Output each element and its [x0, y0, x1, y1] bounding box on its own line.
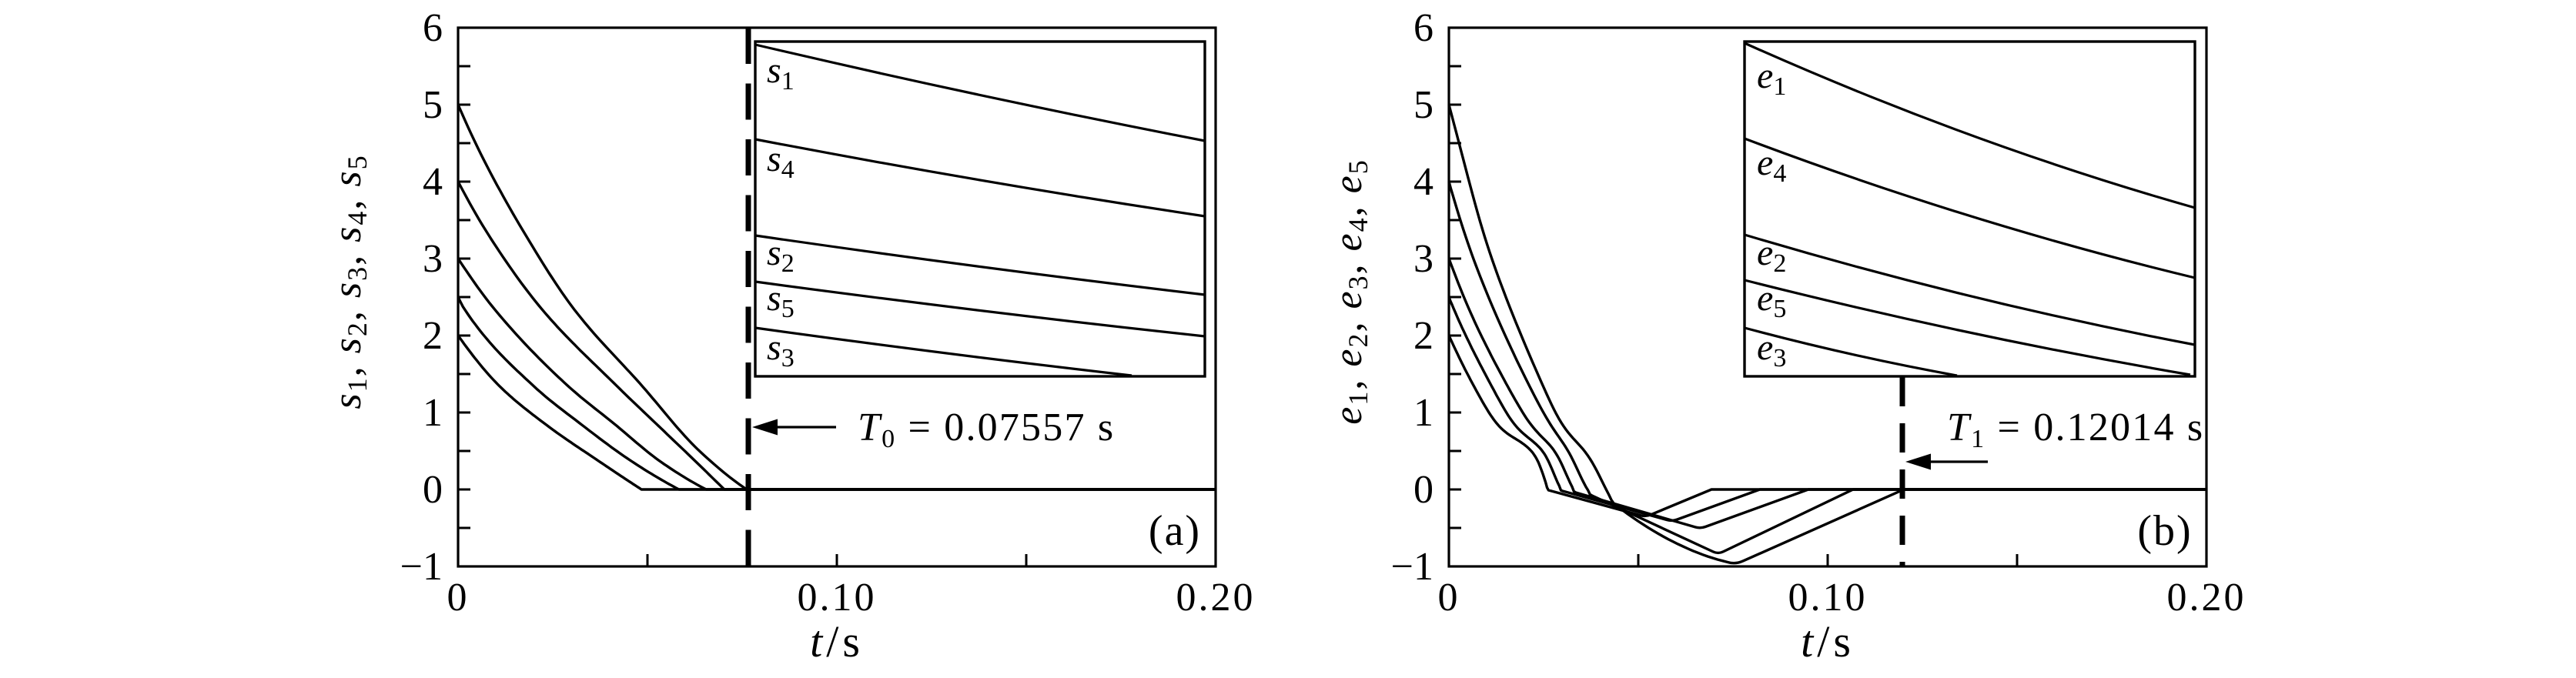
svg-text:0.20: 0.20 [1176, 576, 1256, 620]
svg-text:4: 4 [423, 160, 443, 204]
svg-text:T0 = 0.07557 s: T0 = 0.07557 s [858, 406, 1115, 453]
svg-text:−1: −1 [1391, 545, 1434, 589]
svg-text:e1, e2, e3, e4, e5: e1, e2, e3, e4, e5 [1326, 159, 1373, 424]
svg-text:5: 5 [423, 83, 443, 127]
svg-text:3: 3 [1413, 237, 1434, 281]
svg-text:s2: s2 [767, 232, 795, 278]
svg-text:1: 1 [1413, 391, 1434, 435]
svg-text:0: 0 [1413, 468, 1434, 512]
svg-text:6: 6 [423, 6, 443, 50]
svg-text:(a): (a) [1149, 507, 1201, 555]
svg-text:−1: −1 [400, 545, 443, 589]
svg-text:3: 3 [423, 237, 443, 281]
svg-text:0.20: 0.20 [2167, 576, 2246, 620]
svg-text:6: 6 [1413, 6, 1434, 50]
svg-text:e2: e2 [1757, 232, 1786, 278]
svg-text:0.10: 0.10 [1788, 576, 1868, 620]
svg-text:1: 1 [423, 391, 443, 435]
svg-text:t/s: t/s [810, 616, 864, 666]
svg-text:0: 0 [1438, 576, 1460, 620]
svg-text:4: 4 [1413, 160, 1434, 204]
svg-text:2: 2 [1413, 314, 1434, 358]
svg-text:(b): (b) [2137, 507, 2192, 555]
svg-text:T1 = 0.12014 s: T1 = 0.12014 s [1947, 406, 2204, 453]
svg-text:0: 0 [423, 468, 443, 512]
svg-text:0.10: 0.10 [798, 576, 877, 620]
svg-text:t/s: t/s [1801, 616, 1855, 666]
svg-text:5: 5 [1413, 83, 1434, 127]
svg-text:s1, s2, s3, s4, s5: s1, s2, s3, s4, s5 [326, 154, 373, 409]
svg-text:0: 0 [447, 576, 470, 620]
svg-text:2: 2 [423, 314, 443, 358]
svg-text:s3: s3 [767, 327, 795, 372]
